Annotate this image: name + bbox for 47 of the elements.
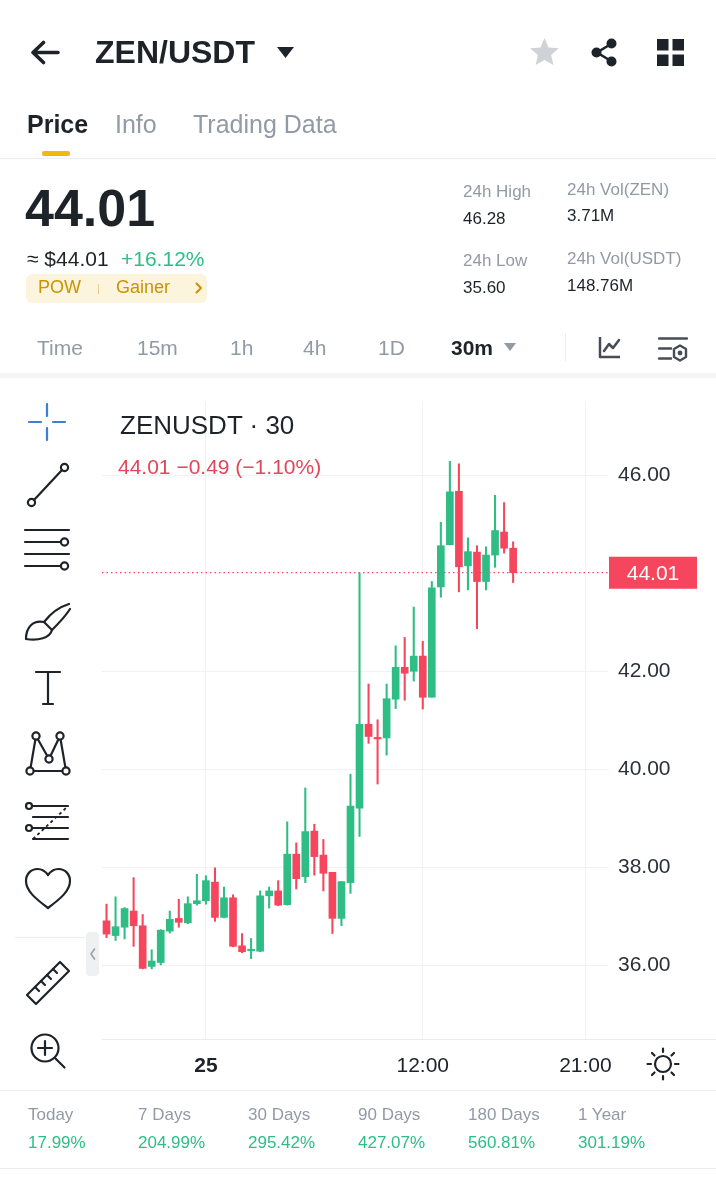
text: 295.42%	[248, 1132, 316, 1154]
ref-line-label: 44.01	[626, 560, 680, 584]
text: 15m	[137, 335, 178, 361]
text: 44.01 −0.49 (−1.10%)	[118, 455, 322, 479]
text: 4h	[303, 335, 327, 361]
text: 24h Vol(ZEN)	[567, 179, 670, 201]
text: Time	[37, 335, 83, 361]
text: 24h High	[463, 181, 532, 203]
text: 3.71M	[567, 205, 615, 227]
x-tick-label: 25	[194, 1053, 218, 1077]
text: Today	[28, 1104, 74, 1126]
text: ZEN/USDT	[95, 32, 255, 72]
text: ≈ $44.01	[27, 246, 109, 272]
text: Trading Data	[193, 109, 337, 139]
text: Price	[27, 109, 89, 139]
y-tick-label: 36.00	[618, 952, 671, 976]
text: 560.81%	[468, 1132, 536, 1154]
x-tick-label: 21:00	[559, 1053, 612, 1077]
text: 204.99%	[138, 1132, 206, 1154]
text: 17.99%	[28, 1132, 86, 1154]
y-tick-label: 42.00	[618, 658, 671, 682]
text: 1 Year	[578, 1104, 627, 1126]
text: Gainer	[116, 277, 171, 299]
chart-title: ZENUSDT · 30	[120, 409, 295, 440]
y-tick-label: 46.00	[618, 461, 671, 485]
text: 30 Days	[248, 1104, 311, 1126]
y-tick-label: 38.00	[618, 854, 671, 878]
text: 148.76M	[567, 275, 634, 297]
text: 46.28	[463, 208, 506, 230]
text: 7 Days	[138, 1104, 191, 1126]
text: 301.19%	[578, 1132, 646, 1154]
text: 1D	[378, 335, 405, 361]
text: 90 Days	[358, 1104, 421, 1126]
text: 30m	[451, 335, 494, 361]
candlestick	[355, 572, 364, 837]
text: 35.60	[463, 277, 506, 299]
x-tick-label: 12:00	[396, 1053, 450, 1077]
text: Info	[115, 109, 157, 139]
y-tick-label: 40.00	[618, 756, 671, 780]
text: +16.12%	[121, 246, 205, 272]
text: 180 Days	[468, 1104, 540, 1126]
text: 24h Vol(USDT)	[567, 248, 682, 270]
text: 427.07%	[358, 1132, 426, 1154]
text: 1h	[230, 335, 254, 361]
text: 24h Low	[463, 250, 528, 272]
text: POW	[38, 277, 81, 299]
text: 44.01	[25, 177, 156, 239]
